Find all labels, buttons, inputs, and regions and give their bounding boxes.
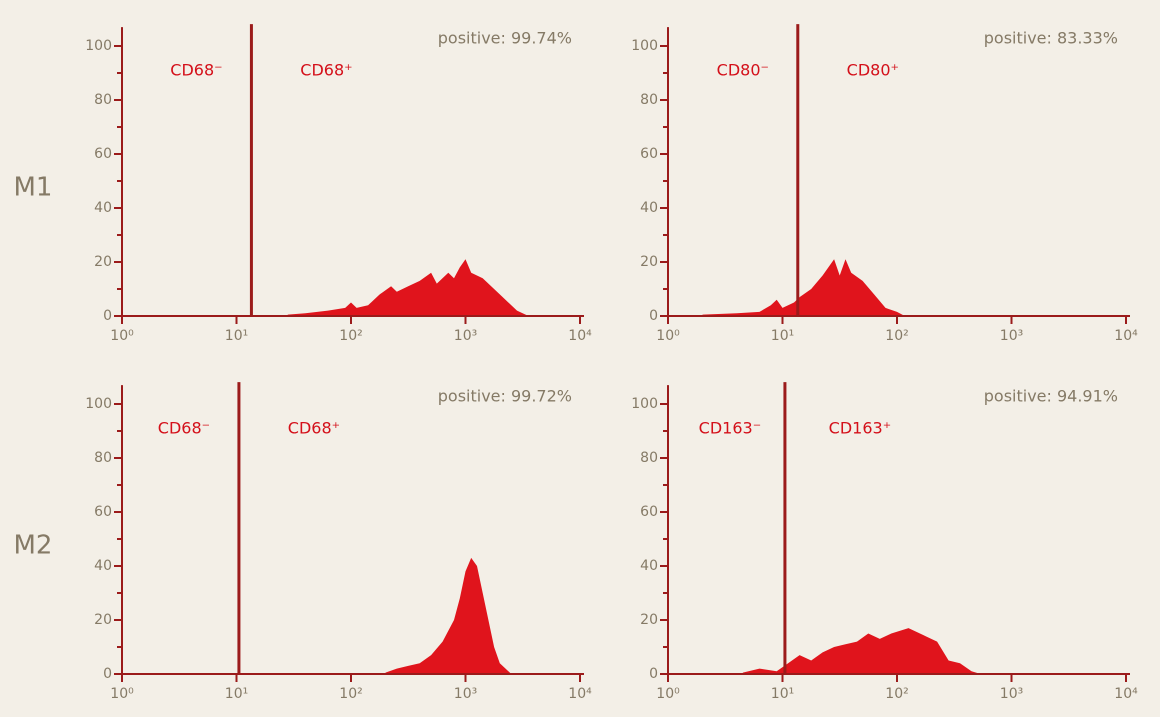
gate-label-negative: CD80⁻ [717, 61, 769, 80]
y-tick-label: 0 [103, 308, 112, 324]
y-tick-label: 40 [640, 558, 658, 574]
gate-label-positive: CD68⁺ [288, 419, 340, 438]
x-tick-label: 10¹ [771, 328, 794, 344]
x-tick-label: 10¹ [225, 328, 248, 344]
histogram-area [287, 259, 529, 316]
x-tick-label: 10² [339, 328, 362, 344]
y-tick-label: 80 [640, 450, 658, 466]
y-tick-label: 80 [640, 92, 658, 108]
x-tick-label: 10⁴ [568, 328, 592, 344]
x-tick-label: 10² [885, 686, 908, 702]
y-tick-label: 100 [631, 38, 658, 54]
x-tick-label: 10⁰ [110, 686, 134, 702]
annotation: positive: 94.91% [984, 387, 1118, 406]
y-tick-label: 100 [85, 396, 112, 412]
gate-label-positive: CD68⁺ [300, 61, 352, 80]
y-tick-label: 0 [103, 666, 112, 682]
x-tick-label: 10⁰ [656, 328, 680, 344]
histogram-area [702, 259, 905, 316]
row-label: M1 [14, 173, 53, 203]
x-tick-label: 10⁴ [1114, 686, 1138, 702]
y-tick-label: 80 [94, 92, 112, 108]
histogram-area [385, 557, 512, 674]
y-tick-label: 20 [94, 254, 112, 270]
y-tick-label: 20 [94, 612, 112, 628]
gate-label-positive: CD80⁺ [847, 61, 899, 80]
gate-label-negative: CD68⁻ [158, 419, 210, 438]
gate-label-negative: CD68⁻ [170, 61, 222, 80]
x-tick-label: 10⁴ [568, 686, 592, 702]
x-tick-label: 10⁴ [1114, 328, 1138, 344]
x-tick-label: 10⁰ [110, 328, 134, 344]
y-tick-label: 60 [94, 146, 112, 162]
y-tick-label: 40 [94, 558, 112, 574]
gate-label-negative: CD163⁻ [699, 419, 761, 438]
y-tick-label: 100 [631, 396, 658, 412]
x-tick-label: 10¹ [771, 686, 794, 702]
annotation: positive: 83.33% [984, 29, 1118, 48]
x-tick-label: 10³ [454, 328, 477, 344]
x-tick-label: 10⁰ [656, 686, 680, 702]
x-tick-label: 10² [339, 686, 362, 702]
y-tick-label: 60 [640, 146, 658, 162]
annotation: positive: 99.72% [438, 387, 572, 406]
y-tick-label: 60 [640, 504, 658, 520]
annotation: positive: 99.74% [438, 29, 572, 48]
x-tick-label: 10² [885, 328, 908, 344]
y-tick-label: 40 [640, 200, 658, 216]
x-tick-label: 10³ [1000, 686, 1023, 702]
histogram-area [742, 628, 981, 674]
x-tick-label: 10¹ [225, 686, 248, 702]
y-tick-label: 20 [640, 612, 658, 628]
x-tick-label: 10³ [1000, 328, 1023, 344]
y-tick-label: 0 [649, 308, 658, 324]
y-tick-label: 40 [94, 200, 112, 216]
y-tick-label: 20 [640, 254, 658, 270]
y-tick-label: 100 [85, 38, 112, 54]
row-label: M2 [14, 531, 53, 561]
y-tick-label: 60 [94, 504, 112, 520]
gate-label-positive: CD163⁺ [829, 419, 891, 438]
y-tick-label: 0 [649, 666, 658, 682]
x-tick-label: 10³ [454, 686, 477, 702]
y-tick-label: 80 [94, 450, 112, 466]
